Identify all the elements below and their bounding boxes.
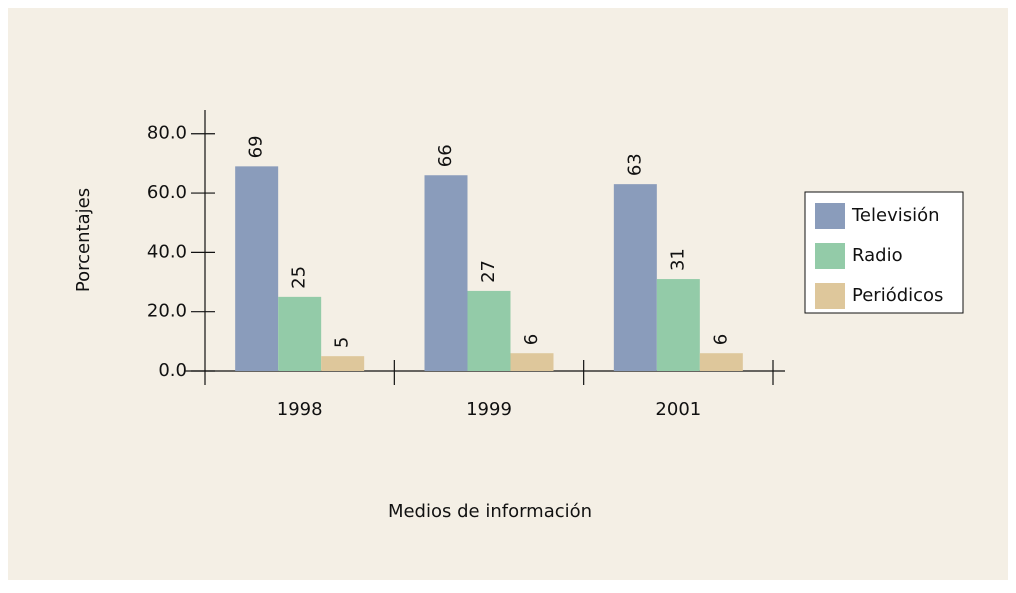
legend-label: Periódicos	[852, 285, 943, 306]
y-tick-label: 20.0	[147, 301, 187, 322]
y-tick-label: 80.0	[147, 123, 187, 144]
x-tick-label: 1999	[466, 399, 512, 420]
legend-label: Televisión	[851, 205, 940, 226]
data-label: 69	[246, 135, 267, 158]
y-tick-label: 60.0	[147, 182, 187, 203]
bar	[656, 279, 700, 371]
x-axis-label: Medios de información	[388, 501, 592, 522]
bar	[699, 353, 743, 371]
bar	[235, 166, 279, 371]
legend-swatch	[815, 203, 845, 229]
data-label: 66	[435, 144, 456, 167]
x-tick-label: 1998	[277, 399, 323, 420]
data-label: 27	[478, 260, 499, 283]
y-tick-label: 40.0	[147, 241, 187, 262]
y-tick-label: 0.0	[158, 360, 187, 381]
x-tick-label: 2001	[655, 399, 701, 420]
y-axis-label: Porcentajes	[73, 188, 94, 292]
data-label: 5	[332, 337, 353, 348]
bar	[613, 184, 657, 371]
legend-swatch	[815, 243, 845, 269]
bar	[510, 353, 554, 371]
data-label: 25	[289, 266, 310, 289]
data-label: 6	[710, 334, 731, 345]
data-label: 6	[521, 334, 542, 345]
legend-swatch	[815, 283, 845, 309]
bar	[278, 296, 322, 371]
data-label: 31	[667, 248, 688, 271]
bar	[321, 356, 365, 371]
bar	[467, 290, 511, 371]
data-label: 63	[624, 153, 645, 176]
legend-label: Radio	[852, 245, 903, 266]
bar	[424, 175, 468, 371]
